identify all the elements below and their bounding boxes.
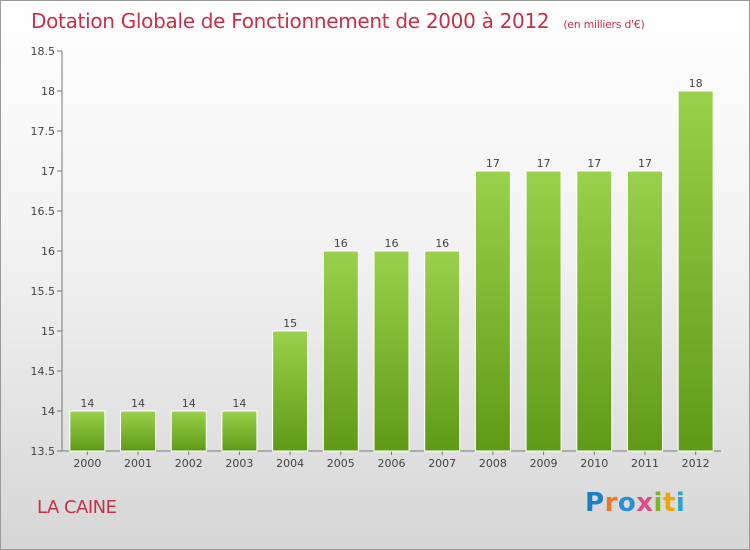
data-label: 16 <box>334 237 348 250</box>
x-tick-label: 2002 <box>175 457 203 470</box>
bar <box>69 410 106 452</box>
data-label: 17 <box>537 157 551 170</box>
x-tick-label: 2008 <box>479 457 507 470</box>
logo-letter: i <box>675 488 686 518</box>
data-label: 14 <box>131 397 145 410</box>
logo-letter: i <box>653 488 663 518</box>
y-tick-label: 17.5 <box>31 125 56 138</box>
logo-letter: P <box>585 488 605 518</box>
x-tick-label: 2001 <box>124 457 152 470</box>
bar <box>677 90 714 452</box>
y-tick-label: 15.5 <box>31 285 56 298</box>
y-tick-label: 15 <box>41 325 55 338</box>
data-label: 17 <box>638 157 652 170</box>
x-tick-label: 2006 <box>378 457 406 470</box>
x-tick-label: 2010 <box>580 457 608 470</box>
y-tick-label: 18 <box>41 85 55 98</box>
bar <box>474 170 511 452</box>
x-tick-label: 2011 <box>631 457 659 470</box>
data-label: 16 <box>385 237 399 250</box>
x-tick-label: 2004 <box>276 457 304 470</box>
x-tick-label: 2012 <box>682 457 710 470</box>
bar <box>576 170 613 452</box>
bar <box>272 330 309 452</box>
x-tick-label: 2009 <box>530 457 558 470</box>
chart-title: Dotation Globale de Fonctionnement de 20… <box>31 9 645 33</box>
y-tick-label: 17 <box>41 165 55 178</box>
logo-letter: r <box>604 488 618 518</box>
data-label: 15 <box>283 317 297 330</box>
x-tick-label: 2003 <box>225 457 253 470</box>
x-tick-label: 2005 <box>327 457 355 470</box>
bar <box>424 250 461 452</box>
bar <box>170 410 207 452</box>
y-tick-label: 14 <box>41 405 55 418</box>
proxiti-logo: Proxiti <box>585 488 685 518</box>
y-tick-label: 16.5 <box>31 205 56 218</box>
logo-letter: o <box>617 488 637 518</box>
data-label: 18 <box>689 77 703 90</box>
logo-letter: t <box>662 488 676 518</box>
bar <box>322 250 359 452</box>
data-label: 14 <box>182 397 196 410</box>
data-label: 14 <box>80 397 94 410</box>
x-tick-label: 2000 <box>73 457 101 470</box>
bar <box>626 170 663 452</box>
data-label: 17 <box>587 157 601 170</box>
x-tick-label: 2007 <box>428 457 456 470</box>
chart-title-text: Dotation Globale de Fonctionnement de 20… <box>31 9 550 33</box>
chart-subtitle: (en milliers d'€) <box>563 18 645 31</box>
y-tick-label: 14.5 <box>31 365 56 378</box>
bar <box>221 410 258 452</box>
bar <box>120 410 157 452</box>
data-label: 16 <box>435 237 449 250</box>
data-label: 14 <box>232 397 246 410</box>
y-tick-label: 13.5 <box>31 445 56 458</box>
commune-name: LA CAINE <box>37 497 117 518</box>
y-tick-label: 16 <box>41 245 55 258</box>
logo-letter: x <box>636 488 654 518</box>
bar <box>525 170 562 452</box>
bar <box>373 250 410 452</box>
y-tick-label: 18.5 <box>31 45 56 58</box>
data-label: 17 <box>486 157 500 170</box>
